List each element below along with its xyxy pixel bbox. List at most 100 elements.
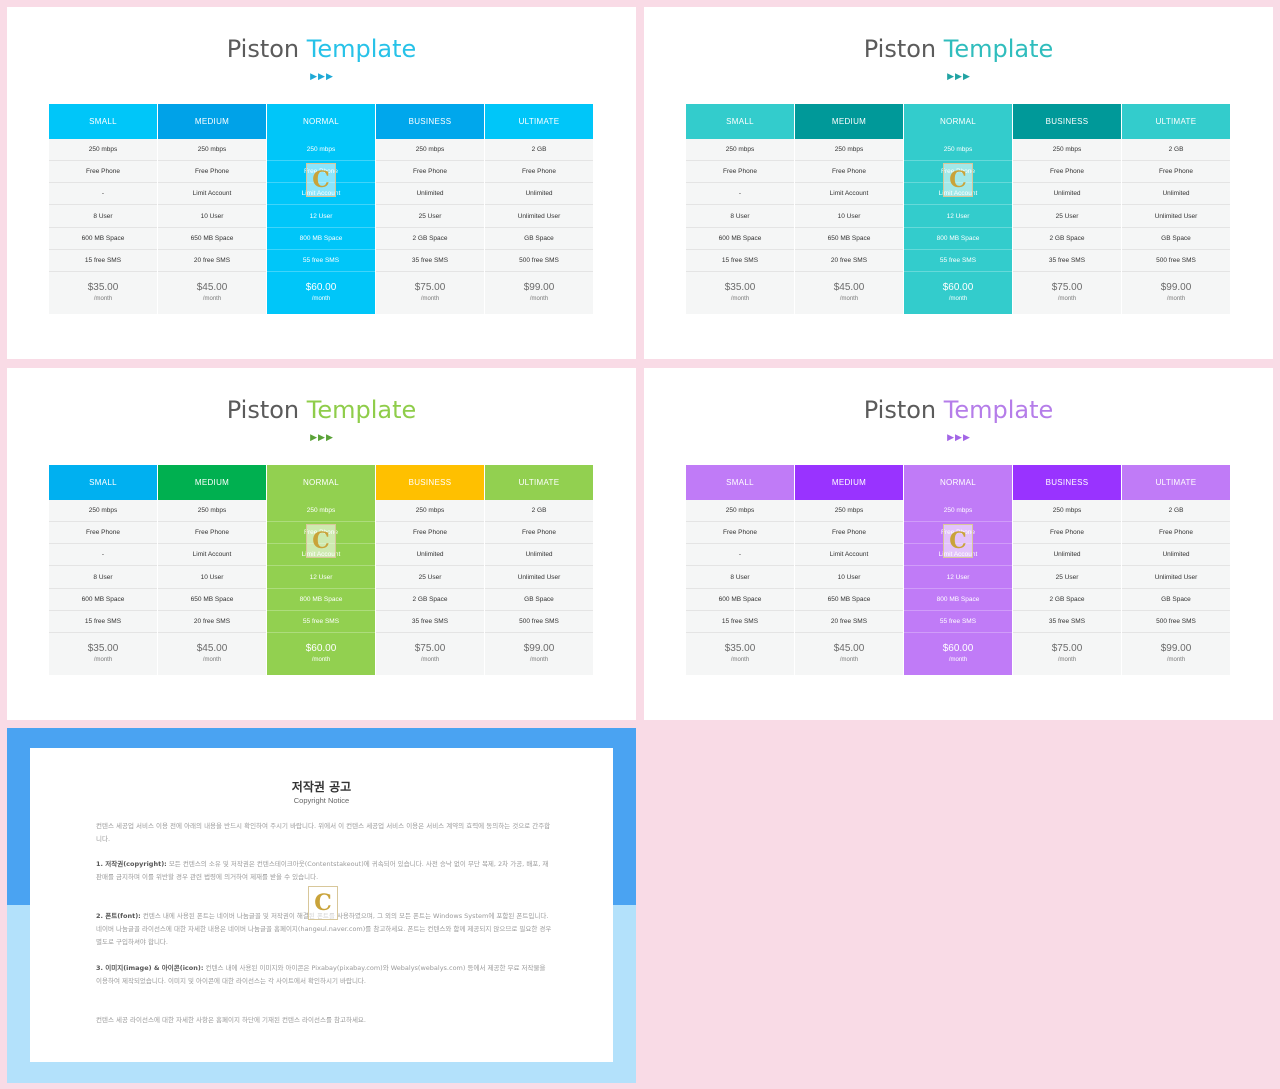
title-arrows-icon: ▶▶▶ <box>7 72 636 81</box>
plan-price: $99.00 <box>523 643 555 654</box>
feature-cell: Unlimited User <box>1122 206 1230 228</box>
feature-cell: 25 User <box>376 567 484 589</box>
plan-features: 250 mbps Free Phone Unlimited 25 User 2 GB S… <box>1013 500 1121 675</box>
feature-cell: 15 free SMS <box>49 250 157 272</box>
copyright-closing: 컨텐스 세공 라이선스에 대한 자세한 사항은 홈페이지 하단에 기재된 컨텐스… <box>96 1016 366 1024</box>
copyright-panel: 저작권 공고 Copyright Notice 컨텐스 세공업 서비스 이용 전… <box>30 748 613 1062</box>
plan-name: SMALL <box>686 104 794 139</box>
slide-title-accent: Template <box>943 35 1054 63</box>
plan-period: /month <box>202 296 222 302</box>
feature-cell: 15 free SMS <box>49 611 157 633</box>
copyright-slide: 저작권 공고 Copyright Notice 컨텐스 세공업 서비스 이용 전… <box>7 728 636 1083</box>
plan-name: ULTIMATE <box>1122 465 1230 500</box>
feature-cell: Unlimited <box>1122 544 1230 567</box>
plan-name: SMALL <box>49 465 157 500</box>
plan-features: 2 GB Free Phone Unlimited Unlimited User GB … <box>485 500 593 675</box>
feature-cell: 20 free SMS <box>158 250 266 272</box>
plan-period: /month <box>311 657 331 663</box>
feature-cell: Free Phone <box>158 522 266 545</box>
plan-price: $35.00 <box>87 643 119 654</box>
arrow-right-icon: ▶ <box>318 432 325 442</box>
pricing-column-business: BUSINESS 250 mbps Free Phone Unlimited 25 Us… <box>376 465 485 675</box>
arrow-right-icon: ▶ <box>962 432 970 442</box>
arrow-right-icon: ▶ <box>325 432 333 442</box>
pricing-column-medium: MEDIUM 250 mbps Free Phone Limit Account 10 … <box>795 465 904 675</box>
feature-cell: 800 MB Space <box>904 228 1012 250</box>
plan-name: MEDIUM <box>158 465 266 500</box>
feature-cell: 250 mbps <box>686 139 794 161</box>
feature-cell: 600 MB Space <box>686 589 794 611</box>
feature-cell: GB Space <box>1122 228 1230 250</box>
feature-cell: 600 MB Space <box>49 589 157 611</box>
pricing-column-business: BUSINESS 250 mbps Free Phone Unlimited 25 Us… <box>1013 104 1122 314</box>
feature-cell: 250 mbps <box>904 500 1012 522</box>
feature-cell: 8 User <box>49 206 157 228</box>
feature-cell: 55 free SMS <box>904 250 1012 272</box>
feature-cell: 8 User <box>686 206 794 228</box>
feature-cell: Free Phone <box>49 161 157 184</box>
watermark-logo: C <box>943 163 973 197</box>
plan-price: $99.00 <box>523 282 555 293</box>
feature-cell: Free Phone <box>158 161 266 184</box>
plan-period: /month <box>529 657 549 663</box>
plan-period: /month <box>730 296 750 302</box>
feature-cell: Unlimited User <box>1122 567 1230 589</box>
plan-price: $45.00 <box>833 643 865 654</box>
plan-features: 250 mbps Free Phone Limit Account 10 User 65… <box>158 500 266 675</box>
feature-cell: 250 mbps <box>795 139 903 161</box>
copyright-section-3-label: 3. 이미지(image) & 아이콘(icon): <box>96 964 204 972</box>
plan-price: $60.00 <box>305 282 337 293</box>
feature-cell: 25 User <box>1013 206 1121 228</box>
plan-price: $75.00 <box>414 282 446 293</box>
plan-name: MEDIUM <box>795 465 903 500</box>
watermark-logo: C <box>306 524 336 558</box>
pricing-table: SMALL 250 mbps Free Phone -8 User 600 MB Spa… <box>686 465 1231 675</box>
arrow-right-icon: ▶ <box>325 71 333 81</box>
pricing-column-small: SMALL 250 mbps Free Phone -8 User 600 MB Spa… <box>49 465 158 675</box>
plan-name: BUSINESS <box>1013 104 1121 139</box>
feature-cell: 800 MB Space <box>904 589 1012 611</box>
plan-price: $45.00 <box>196 282 228 293</box>
feature-cell: 2 GB Space <box>376 589 484 611</box>
feature-cell: Unlimited <box>376 183 484 206</box>
plan-price: $75.00 <box>1051 643 1083 654</box>
pricing-table: SMALL 250 mbps Free Phone -8 User 600 MB Spa… <box>49 104 594 314</box>
feature-cell: Unlimited <box>485 544 593 567</box>
plan-features: 250 mbps Free Phone Unlimited 25 User 2 GB S… <box>376 500 484 675</box>
copyright-section-1-text: 모든 컨텐스의 소유 및 저작권은 컨텐스테이크아웃(Contentstakeo… <box>96 860 549 881</box>
plan-period: /month <box>93 657 113 663</box>
feature-cell: 2 GB <box>1122 139 1230 161</box>
plan-period: /month <box>93 296 113 302</box>
plan-features: 250 mbps Free Phone -8 User 600 MB Space 15 … <box>686 500 794 675</box>
feature-cell: Free Phone <box>686 522 794 545</box>
feature-cell: 2 GB <box>485 139 593 161</box>
copyright-section-1: 1. 저작권(copyright): 모든 컨텐스의 소유 및 저작권은 컨텐스… <box>96 858 552 884</box>
feature-cell: Free Phone <box>1122 522 1230 545</box>
feature-cell: 10 User <box>795 567 903 589</box>
plan-period: /month <box>420 657 440 663</box>
plan-period: /month <box>948 657 968 663</box>
slide-title: Piston Template <box>644 35 1273 63</box>
copyright-section-2: 2. 폰트(font): 컨텐스 내에 사용된 폰트는 네이버 나눔글꼴 및 저… <box>96 910 552 949</box>
plan-name: NORMAL <box>904 104 1012 139</box>
plan-period: /month <box>1166 657 1186 663</box>
plan-name: ULTIMATE <box>1122 104 1230 139</box>
feature-cell: 650 MB Space <box>158 589 266 611</box>
plan-name: ULTIMATE <box>485 465 593 500</box>
pricing-column-medium: MEDIUM 250 mbps Free Phone Limit Account 10 … <box>158 104 267 314</box>
copyright-section-3-text: 컨텐스 내에 사용된 이미지와 아이콘은 Pixabay(pixabay.com… <box>96 964 546 985</box>
arrow-right-icon: ▶ <box>310 71 318 81</box>
slide-title-accent: Template <box>306 396 417 424</box>
feature-cell: 8 User <box>49 567 157 589</box>
feature-cell: Free Phone <box>1013 522 1121 545</box>
feature-cell: 10 User <box>158 567 266 589</box>
pricing-column-ultimate: ULTIMATE 2 GB Free Phone Unlimited Unlimited… <box>485 104 594 314</box>
plan-name: BUSINESS <box>376 104 484 139</box>
slide-title: Piston Template <box>7 35 636 63</box>
plan-features: 2 GB Free Phone Unlimited Unlimited User GB … <box>485 139 593 314</box>
feature-cell: 250 mbps <box>1013 139 1121 161</box>
feature-cell: Limit Account <box>158 183 266 206</box>
feature-cell: 55 free SMS <box>904 611 1012 633</box>
plan-period: /month <box>730 657 750 663</box>
feature-cell: 12 User <box>267 206 375 228</box>
